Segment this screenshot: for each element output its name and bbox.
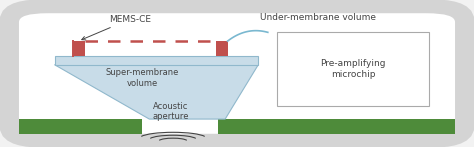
Polygon shape	[55, 65, 258, 119]
Bar	[218, 119, 455, 134]
Bar	[73, 41, 85, 56]
Text: MEMS-CE: MEMS-CE	[82, 15, 151, 40]
Text: Under-membrane volume: Under-membrane volume	[260, 13, 375, 22]
Bar	[19, 119, 142, 134]
Text: Pre-amplifying
microchip: Pre-amplifying microchip	[320, 59, 386, 79]
Text: Acoustic
aperture: Acoustic aperture	[152, 102, 189, 121]
Bar	[55, 56, 258, 65]
FancyBboxPatch shape	[9, 9, 465, 138]
FancyBboxPatch shape	[19, 13, 455, 134]
Bar	[216, 41, 228, 56]
Bar	[277, 32, 429, 106]
Text: Super-membrane
volume: Super-membrane volume	[106, 68, 179, 88]
